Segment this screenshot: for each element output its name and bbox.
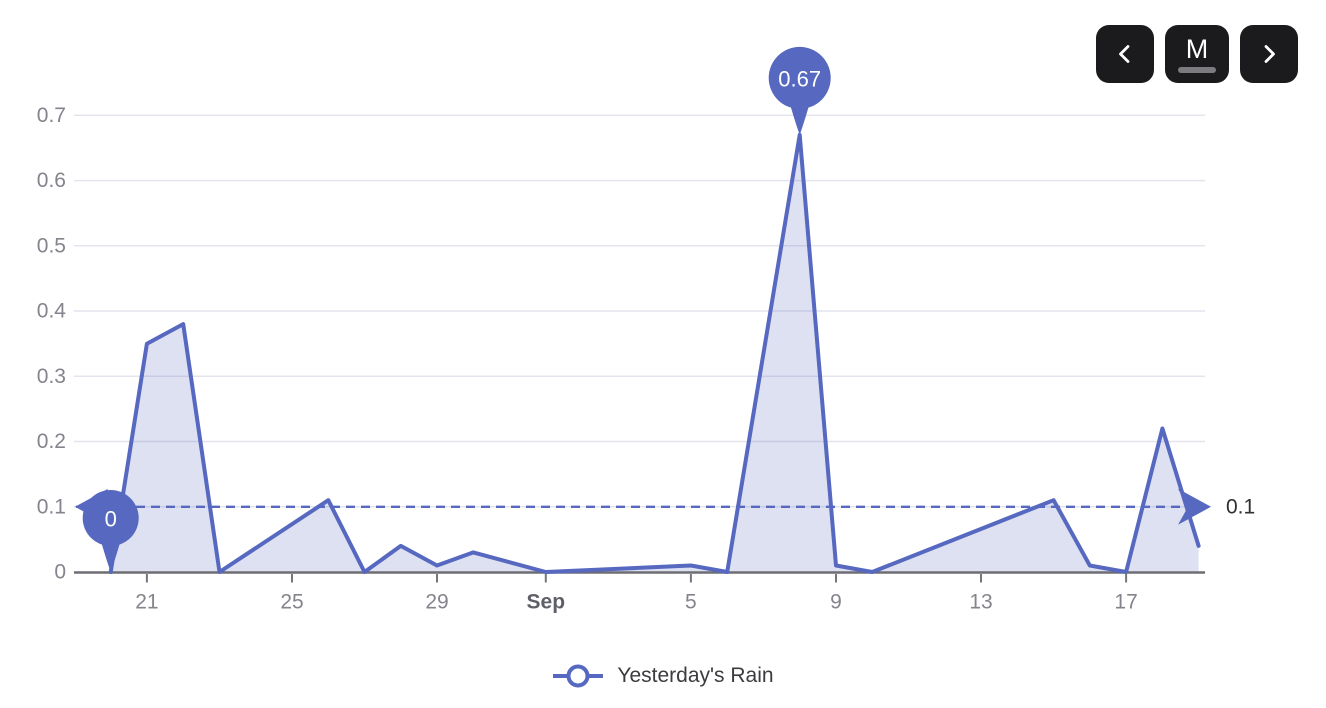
y-axis-label: 0.4 [37, 300, 67, 323]
x-axis-label: 5 [685, 591, 697, 614]
chart-toolbar: M [1096, 25, 1298, 83]
chevron-left-icon [1119, 45, 1130, 63]
mode-active-indicator [1178, 66, 1216, 73]
month-mode-button[interactable]: M [1165, 25, 1229, 83]
next-period-button[interactable] [1240, 25, 1298, 83]
y-axis-label: 0.2 [37, 430, 66, 453]
y-axis-label: 0.1 [37, 495, 66, 518]
rain-area-chart[interactable]: 0 0.1 0.2 0.3 0.4 0.5 0.6 0.7 21 25 29 Sep 5 9 13 17 0.1… [0, 0, 1326, 640]
y-axis-label: 0.5 [37, 234, 66, 257]
x-axis-label: 17 [1114, 591, 1137, 614]
x-axis-label: Sep [527, 591, 566, 614]
legend-series-marker-icon [553, 664, 604, 688]
month-mode-label: M [1185, 33, 1209, 64]
x-axis-label: 29 [425, 591, 448, 614]
target-arrow-right-icon [1178, 488, 1211, 525]
y-axis-label: 0.3 [37, 365, 66, 388]
data-point-balloon: 0.67 [768, 46, 831, 135]
x-axis-label: 25 [280, 591, 303, 614]
chevron-right-icon [1264, 45, 1275, 63]
prev-period-button[interactable] [1096, 25, 1154, 83]
target-line-value-label: 0.1 [1226, 495, 1255, 518]
legend[interactable]: Yesterday's Rain [0, 663, 1326, 689]
data-point-balloon: 0 [82, 490, 139, 572]
legend-series-label: Yesterday's Rain [617, 664, 774, 687]
balloon-value-label: 0 [105, 507, 117, 532]
y-axis-label: 0.7 [37, 104, 66, 127]
y-axis-label: 0 [54, 561, 66, 584]
rain-line [108, 132, 1201, 574]
x-axis-label: 21 [135, 591, 158, 614]
y-axis-label: 0.6 [37, 169, 66, 192]
balloon-value-label: 0.67 [778, 66, 821, 91]
x-axis-label: 13 [969, 591, 992, 614]
x-axis-label: 9 [830, 591, 842, 614]
